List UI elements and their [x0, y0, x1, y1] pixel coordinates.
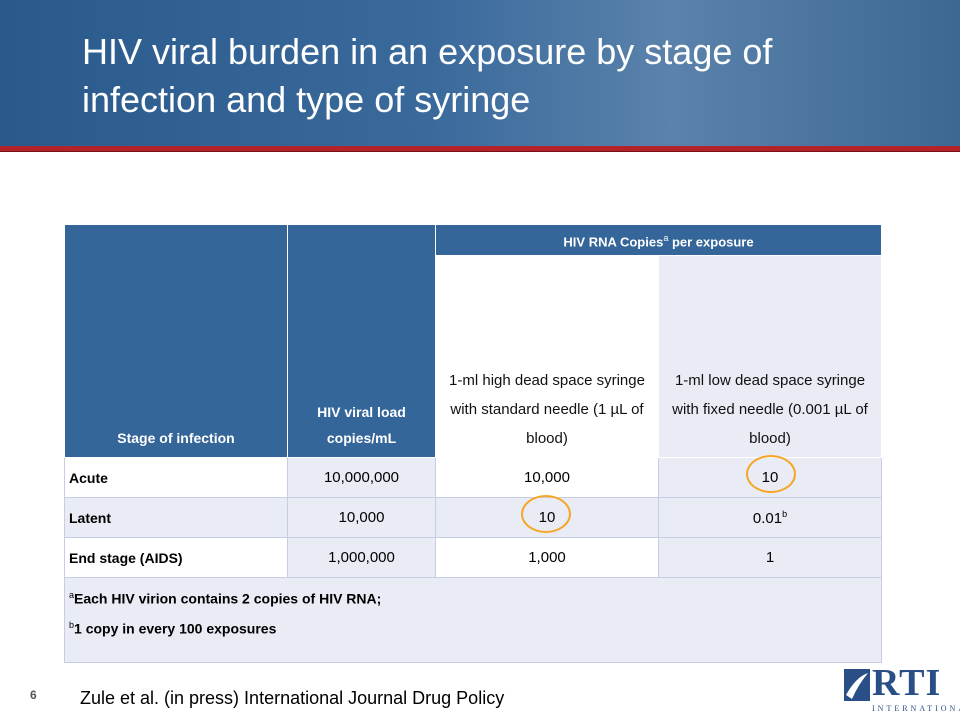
logo-mark [844, 669, 870, 701]
group-header-text: HIV RNA Copies [563, 234, 664, 250]
header-cell: 1-ml high dead space syringe with standa… [435, 255, 659, 459]
table-cell: 0.01b [657, 497, 883, 539]
highlight-circle [746, 455, 796, 493]
cell-text: 10,000 [338, 509, 385, 527]
cell-text: Latent [69, 509, 111, 526]
group-header-text: per exposure [668, 234, 754, 250]
cell-text: 10,000 [524, 469, 570, 487]
cell-text: 1,000,000 [328, 549, 395, 567]
table-cell: 10,000 [287, 497, 436, 539]
slide-title: HIV viral burden in an exposure by stage… [82, 31, 773, 120]
superscript: a [663, 233, 669, 243]
logo-subtitle: INTERNATIONAL [872, 704, 960, 713]
header-text: 1-ml high dead space syringe with standa… [449, 372, 645, 448]
header-cell: 1-ml low dead space syringe with fixed n… [657, 255, 883, 459]
header-text: 1-ml low dead space syringe with fixed n… [672, 372, 868, 448]
table-cell: 10,000,000 [287, 457, 436, 499]
table-cell: 1 [657, 537, 883, 579]
cell-text: 1 [765, 549, 775, 567]
header-text: HIV viral load copies/mL [317, 404, 406, 447]
table-cell: Latent [64, 497, 288, 539]
table-row: End stage (AIDS) 1,000,000 1,000 1 [64, 537, 883, 579]
page-number: 6 [30, 688, 37, 702]
banner-rule [0, 146, 960, 152]
table-cell: End stage (AIDS) [64, 537, 288, 579]
footnote-cell: aEach HIV virion contains 2 copies of HI… [63, 577, 883, 664]
data-table: Stage of infection HIV viral load copies… [63, 223, 883, 664]
cell-text: Acute [69, 469, 108, 486]
logo-name: RTI [872, 662, 942, 704]
footnote: aEach HIV virion contains 2 copies of HI… [69, 582, 877, 612]
table-cell: 1,000,000 [287, 537, 436, 579]
group-header: HIV RNA Copiesa per exposure [434, 223, 883, 257]
footnote: b1 copy in every 100 exposures [69, 612, 877, 642]
title-banner [0, 0, 960, 146]
citation: Zule et al. (in press) International Jou… [80, 688, 505, 708]
cell-text: 1,000 [528, 549, 566, 567]
cell-text: End stage (AIDS) [69, 549, 183, 566]
footnote-text: Each HIV virion contains 2 copies of HIV… [74, 590, 382, 607]
table-row: Latent 10,000 10 0.01b [64, 497, 883, 539]
header-text: Stage of infection [117, 430, 235, 447]
table-row: Acute 10,000,000 10,000 10 [64, 457, 883, 499]
header-cell: HIV viral load copies/mL [287, 223, 436, 459]
highlight-circle [521, 495, 571, 533]
cell-text: 10,000,000 [323, 469, 400, 487]
table-cell: 10,000 [435, 457, 659, 499]
cell-text: 0.01 [752, 509, 783, 527]
footnote-text: 1 copy in every 100 exposures [74, 620, 277, 637]
header-cell: Stage of infection [64, 223, 288, 459]
superscript: b [782, 508, 788, 519]
superscript: a [69, 590, 75, 601]
table-cell: Acute [64, 457, 288, 499]
table-cell: 1,000 [435, 537, 659, 579]
superscript: b [69, 619, 75, 630]
